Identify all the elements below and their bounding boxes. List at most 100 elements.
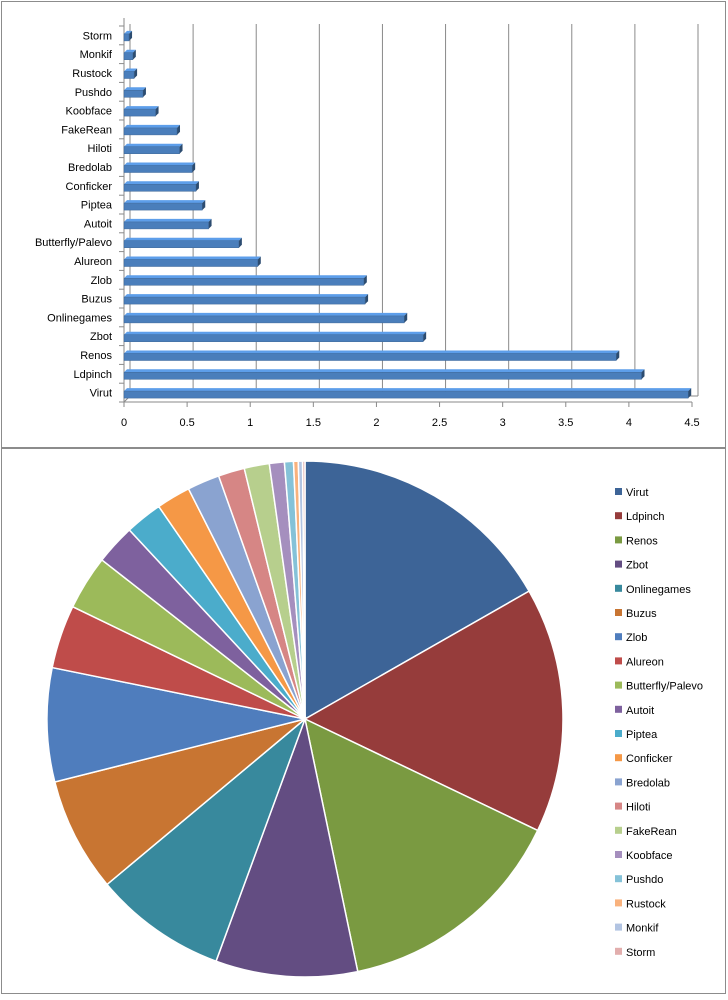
- bar-front-face: [123, 372, 642, 380]
- bar-side-face: [363, 275, 367, 286]
- legend-label: FakeRean: [626, 826, 677, 838]
- y-tick-label: Hiloti: [88, 143, 112, 155]
- pie-chart-panel: Virut Ldpinch Renos Zbot Onlinegames Buzus Zlo…: [1, 448, 726, 994]
- y-tick-label: FakeRean: [61, 124, 112, 136]
- y-tick-label: Autoit: [84, 218, 112, 230]
- bar-side-face: [177, 124, 181, 135]
- bar-front-face: [123, 127, 178, 136]
- x-tick-label: 1.5: [306, 417, 321, 429]
- bar-butterfly-palevo: [123, 237, 242, 248]
- legend-label: Pushdo: [626, 874, 663, 886]
- bar-monkif: [123, 49, 136, 60]
- bar-front-face: [123, 390, 689, 399]
- x-tick-label: 4.5: [684, 417, 699, 429]
- legend-swatch: [615, 875, 622, 883]
- legend-item-pushdo: Pushdo: [615, 874, 663, 886]
- y-tick-label: Renos: [80, 350, 112, 362]
- legend-swatch: [615, 705, 622, 713]
- y-tick-label: Storm: [83, 30, 112, 42]
- pie-slice-buzus: [53, 718, 306, 886]
- legend-item-ldpinch: Ldpinch: [615, 511, 665, 523]
- bar-zbot: [123, 331, 427, 342]
- bar-conficker: [123, 181, 199, 192]
- legend-label: Monkif: [626, 923, 659, 935]
- y-tick-label: Onlinegames: [47, 312, 112, 324]
- bar-side-face: [616, 350, 620, 361]
- pie-slice-renos: [303, 717, 539, 973]
- bar-pushdo: [123, 87, 146, 98]
- y-tick-label: Conficker: [66, 181, 113, 193]
- bar-top-face: [124, 331, 427, 335]
- pie-slice-zbot: [215, 716, 359, 978]
- legend-item-koobface: Koobface: [615, 850, 672, 862]
- legend-swatch: [615, 560, 622, 568]
- bar-top-face: [124, 237, 242, 241]
- bar-top-face: [124, 181, 199, 185]
- y-tick-label: Koobface: [66, 106, 112, 118]
- legend-item-hiloti: Hiloti: [615, 802, 650, 814]
- bar-side-face: [202, 200, 206, 211]
- bar-side-face: [641, 369, 645, 380]
- legend-swatch: [615, 851, 622, 858]
- legend-item-zbot: Zbot: [615, 560, 648, 572]
- bar-top-face: [124, 369, 645, 373]
- legend-item-autoit: Autoit: [615, 705, 654, 717]
- legend-item-storm: Storm: [615, 947, 655, 959]
- bar-front-face: [123, 240, 240, 248]
- x-tick-label: 2: [373, 417, 379, 429]
- y-tick-label: Pushdo: [75, 87, 112, 99]
- bar-rustock: [123, 68, 138, 79]
- legend-item-butterfly-palevo: Butterfly/Palevo: [615, 681, 703, 693]
- bar-zlob: [123, 275, 367, 286]
- bar-top-face: [124, 218, 212, 222]
- legend-swatch: [615, 802, 622, 810]
- legend-label: Rustock: [626, 898, 666, 910]
- bar-bredolab: [123, 162, 196, 173]
- legend-swatch: [615, 512, 622, 520]
- y-tick-label: Zbot: [90, 331, 112, 343]
- legend-item-virut: Virut: [615, 487, 648, 499]
- y-tick-label: Bredolab: [68, 162, 112, 174]
- bar-front-face: [123, 334, 424, 342]
- bar-front-face: [123, 108, 156, 117]
- bar-front-face: [123, 221, 209, 230]
- bar-top-face: [124, 68, 138, 72]
- bar-hiloti: [123, 143, 183, 154]
- legend-item-onlinegames: Onlinegames: [615, 584, 691, 596]
- y-tick-label: Virut: [90, 388, 112, 400]
- legend-swatch: [615, 633, 622, 641]
- bar-autoit: [123, 218, 212, 230]
- bar-chart-panel: 0 0.5 1 1.5 2 2.5 3 3.5 4 4.5 Virut Ldpinch Renos Zbo…: [1, 1, 726, 448]
- y-tick-label: Zlob: [91, 275, 112, 287]
- bar-front-face: [123, 315, 405, 324]
- bar-front-face: [123, 33, 130, 42]
- pie-slice-ldpinch: [303, 590, 564, 832]
- bar-front-face: [123, 90, 144, 98]
- legend-label: Onlinegames: [626, 584, 691, 596]
- legend-swatch: [615, 609, 622, 616]
- legend-label: Bredolab: [626, 777, 670, 789]
- legend-swatch: [615, 730, 622, 737]
- legend-label: Ldpinch: [626, 511, 665, 523]
- bar-side-face: [155, 106, 159, 117]
- bar-side-face: [238, 237, 242, 248]
- bar-front-face: [123, 296, 366, 305]
- x-tick-label: 3.5: [558, 417, 573, 429]
- bar-top-face: [124, 162, 196, 166]
- bar-top-face: [124, 30, 133, 34]
- legend-label: Hiloti: [626, 802, 650, 814]
- y-tick-label: Piptea: [81, 200, 113, 212]
- bar-fakerean: [123, 124, 181, 136]
- legend-item-bredolab: Bredolab: [615, 777, 670, 789]
- legend: Virut Ldpinch Renos Zbot Onlinegames Buzus Zlo…: [615, 487, 703, 959]
- bar-top-face: [124, 106, 159, 110]
- bar-top-face: [124, 49, 136, 53]
- bar-top-face: [124, 124, 181, 128]
- pie-chart: Virut Ldpinch Renos Zbot Onlinegames Buzus Zlo…: [46, 460, 703, 978]
- bar-ldpinch: [123, 369, 645, 380]
- legend-label: Storm: [626, 947, 655, 959]
- x-tick-label: 3: [500, 417, 506, 429]
- bar-top-face: [124, 275, 367, 279]
- bar-top-face: [124, 143, 183, 147]
- x-tick-label: 1: [247, 417, 253, 429]
